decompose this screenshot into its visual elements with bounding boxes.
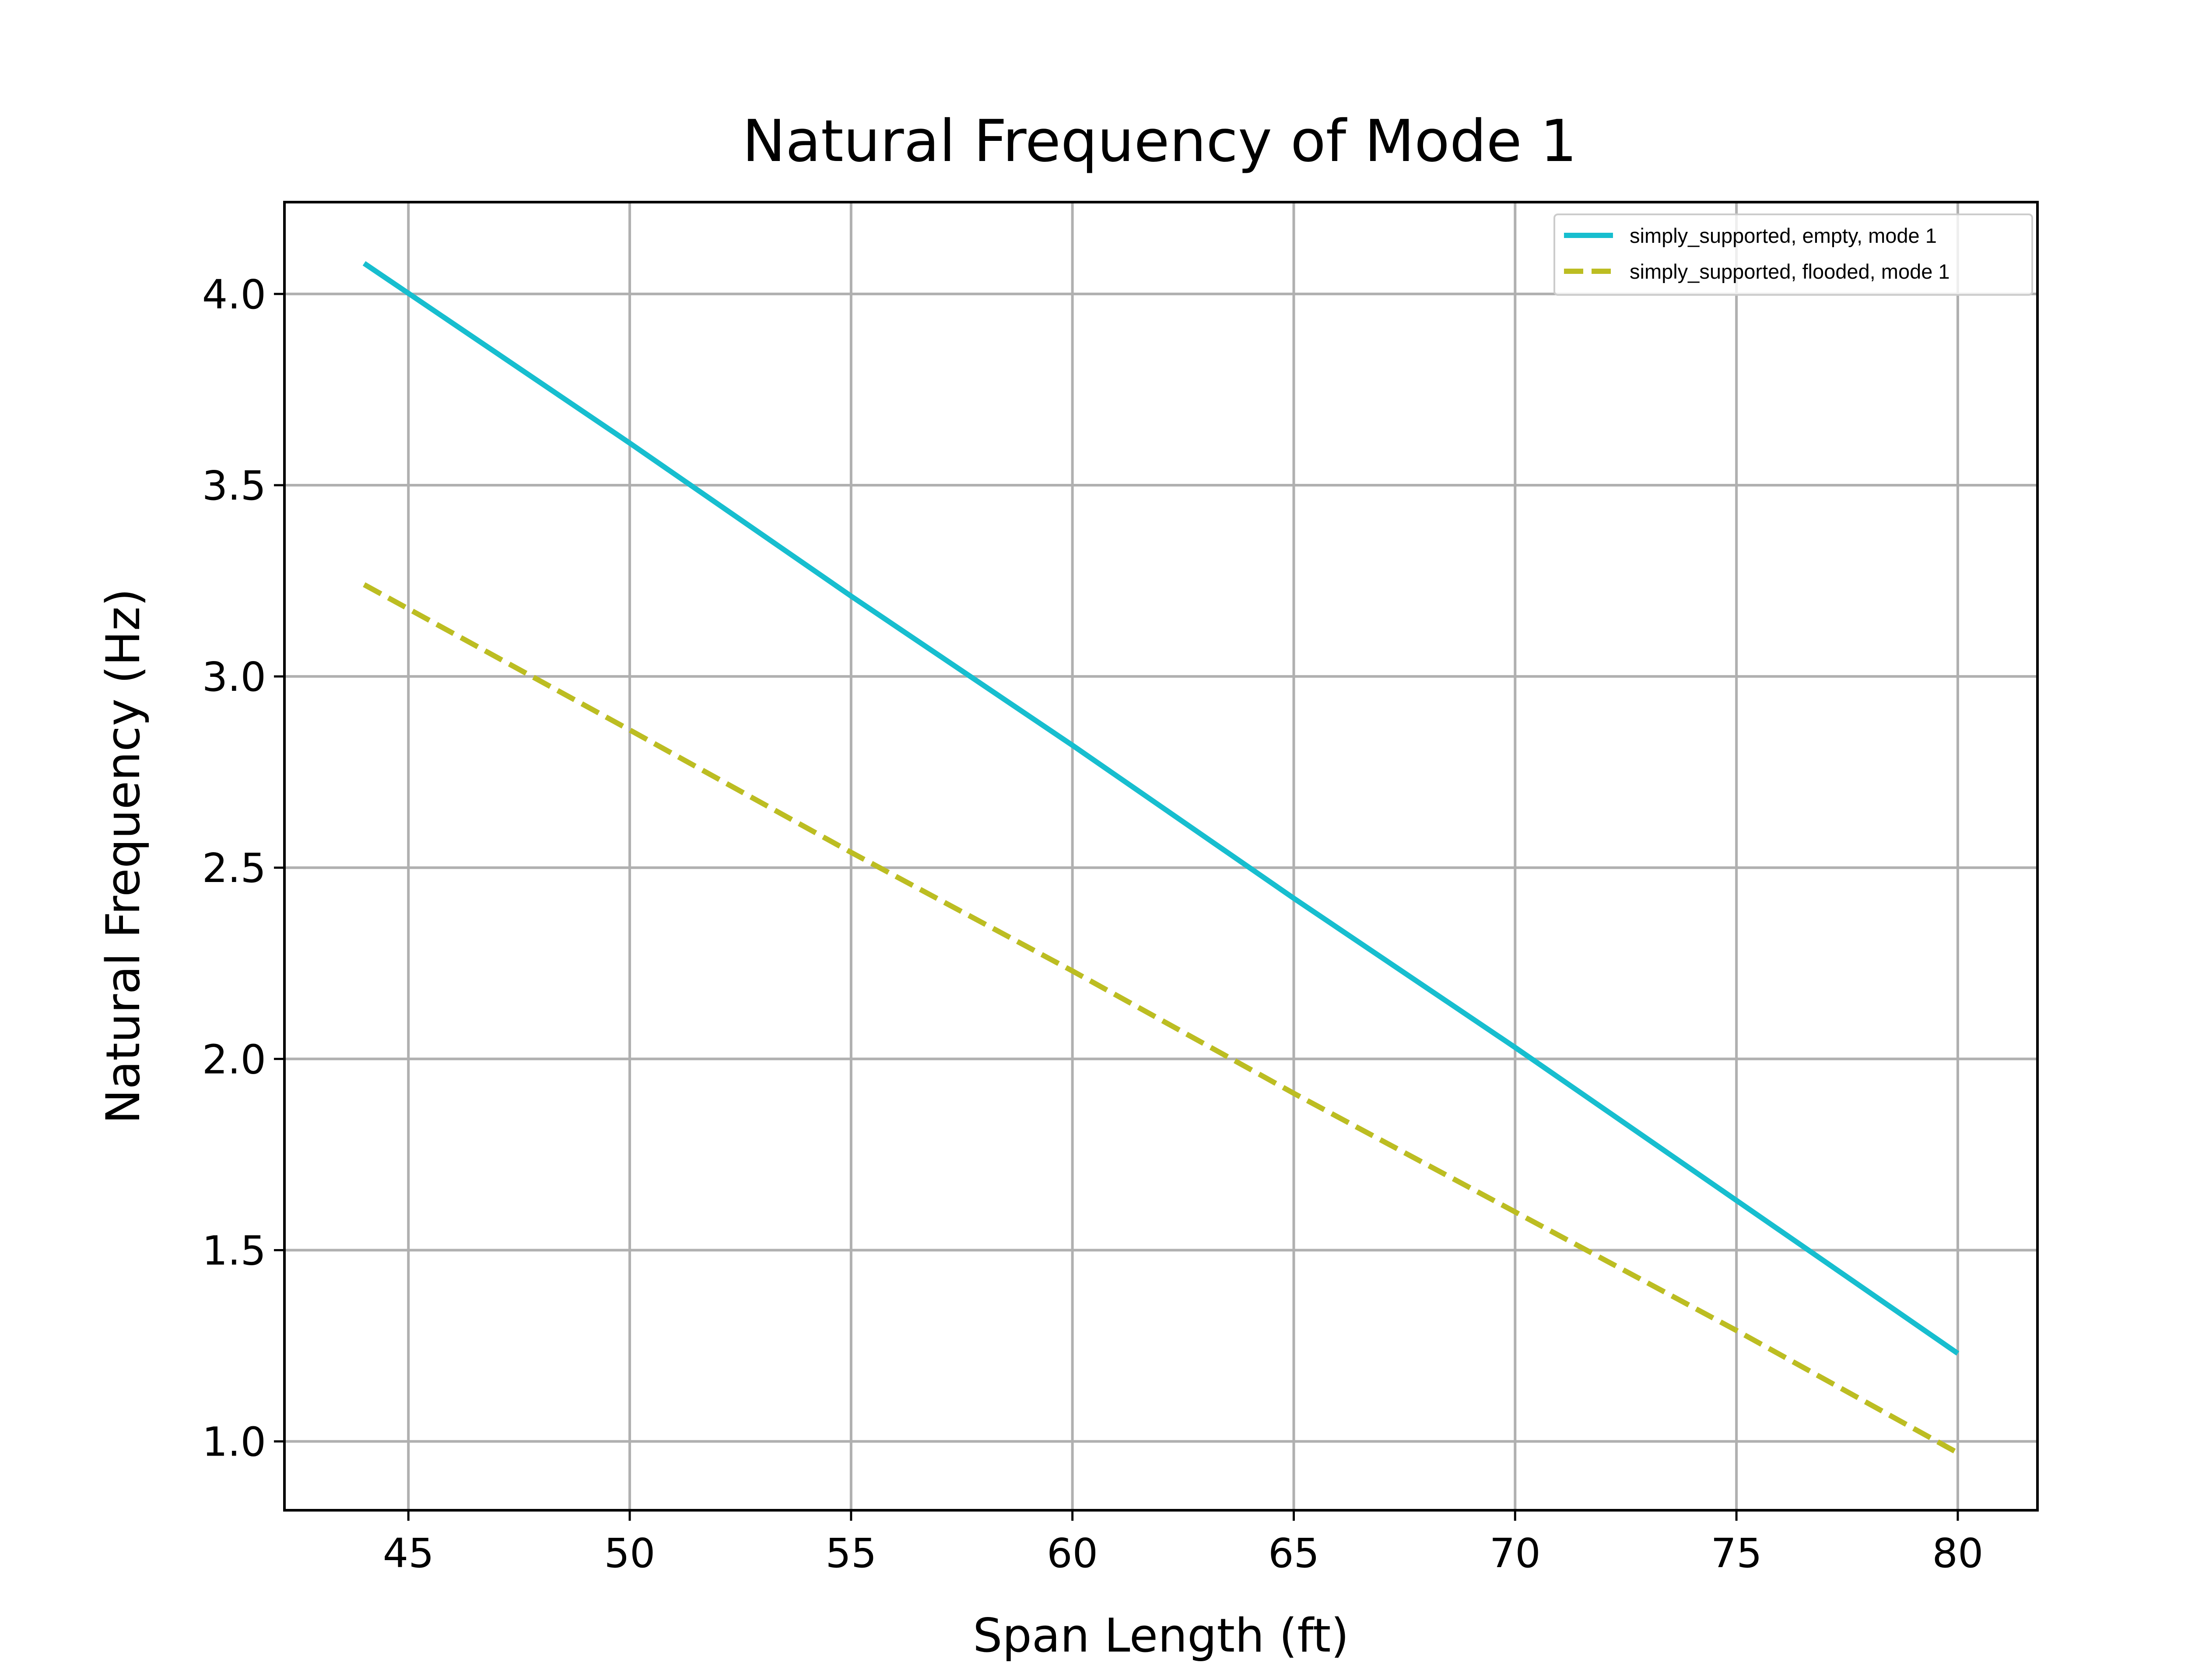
- x-tick-label: 65: [1268, 1530, 1319, 1577]
- legend-label: simply_supported, empty, mode 1: [1630, 224, 1937, 247]
- x-tick-label: 50: [604, 1530, 656, 1577]
- chart-title: Natural Frequency of Mode 1: [742, 108, 1577, 175]
- legend-label: simply_supported, flooded, mode 1: [1630, 260, 1950, 283]
- y-tick-label: 1.5: [202, 1227, 266, 1274]
- legend-box: [1553, 214, 2033, 296]
- y-tick-label: 3.0: [202, 654, 266, 700]
- x-tick-label: 70: [1490, 1530, 1541, 1577]
- x-tick-label: 80: [1932, 1530, 1983, 1577]
- x-tick-label: 55: [825, 1530, 877, 1577]
- plot-frame: [283, 201, 2039, 1512]
- x-tick-label: 45: [383, 1530, 434, 1577]
- grid: [284, 202, 2037, 1510]
- legend: simply_supported, empty, mode 1 simply_su…: [1553, 214, 2033, 296]
- axis-ticks: 45 50 55 60 65 70 75 80 1.0 1.5 2.0 2.5 3.0 3.5 4.0: [202, 271, 1984, 1577]
- series-line-flooded: [363, 582, 1959, 1456]
- y-tick-label: 1.0: [202, 1419, 266, 1466]
- y-tick-label: 3.5: [202, 462, 266, 509]
- plot-series: [362, 261, 1960, 1456]
- y-tick-label: 2.0: [202, 1036, 266, 1083]
- x-tick-label: 75: [1711, 1530, 1762, 1577]
- y-axis-label: Natural Frequency (Hz): [96, 588, 150, 1124]
- series-line-empty: [362, 261, 1960, 1356]
- x-tick-label: 60: [1047, 1530, 1098, 1577]
- y-tick-label: 2.5: [202, 845, 266, 892]
- x-axis-label: Span Length (ft): [973, 1609, 1349, 1662]
- y-tick-label: 4.0: [202, 271, 266, 318]
